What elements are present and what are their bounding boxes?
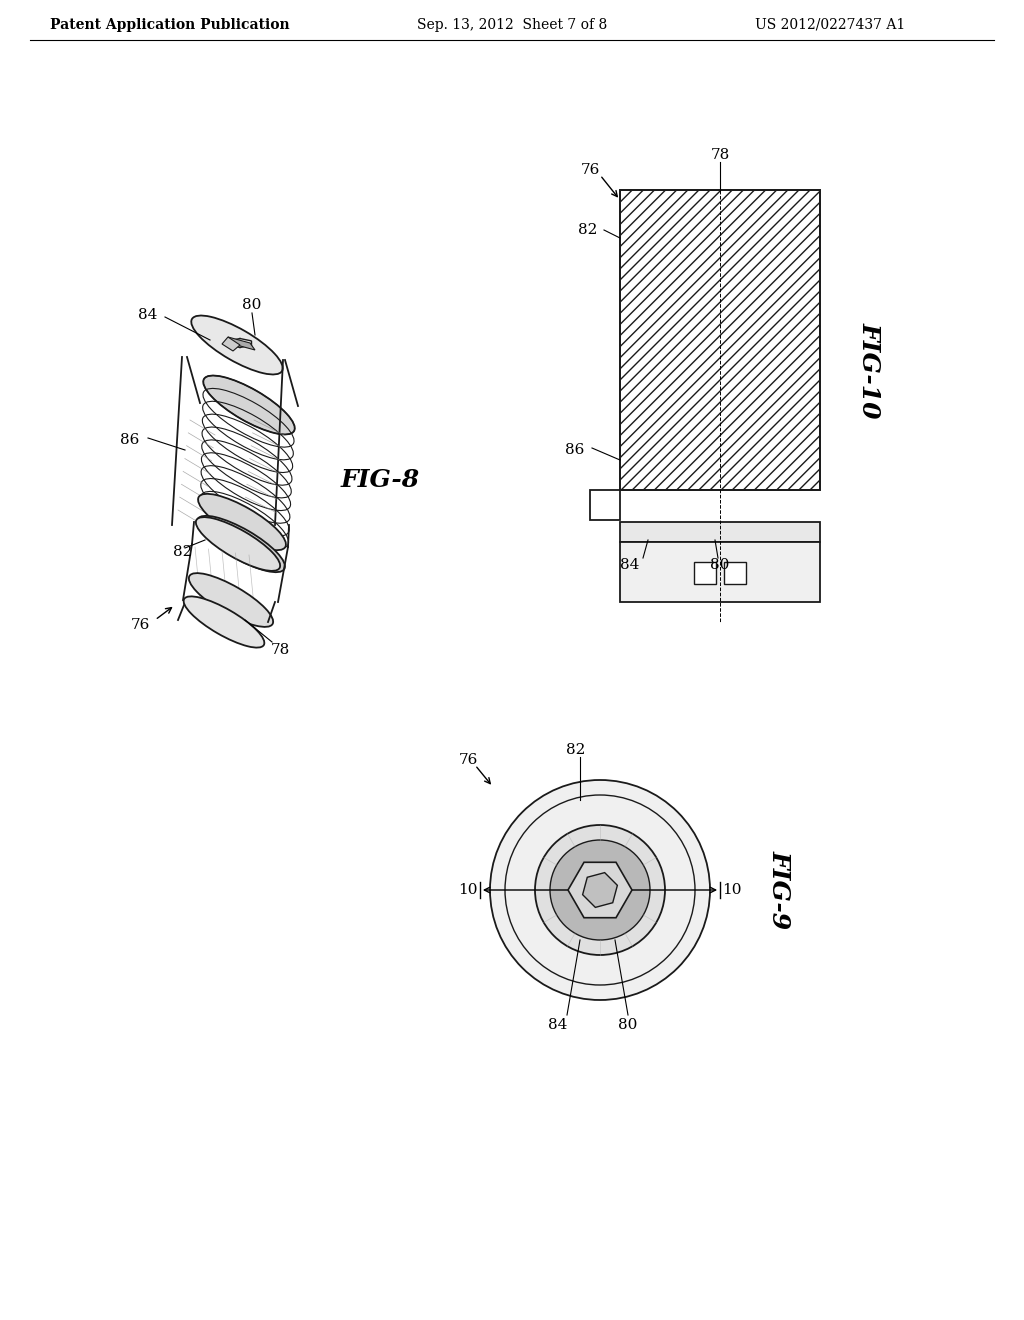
FancyBboxPatch shape <box>724 562 746 583</box>
FancyBboxPatch shape <box>620 543 820 602</box>
Ellipse shape <box>197 516 285 572</box>
Text: 80: 80 <box>243 298 262 312</box>
Text: Sep. 13, 2012  Sheet 7 of 8: Sep. 13, 2012 Sheet 7 of 8 <box>417 18 607 32</box>
Text: 76: 76 <box>459 752 477 767</box>
Ellipse shape <box>490 780 710 1001</box>
Text: 86: 86 <box>565 444 585 457</box>
Text: 84: 84 <box>548 1018 567 1032</box>
Text: Patent Application Publication: Patent Application Publication <box>50 18 290 32</box>
Text: FIG-9: FIG-9 <box>768 850 792 929</box>
Ellipse shape <box>550 840 650 940</box>
Text: 82: 82 <box>579 223 598 238</box>
Text: US 2012/0227437 A1: US 2012/0227437 A1 <box>755 18 905 32</box>
FancyBboxPatch shape <box>620 521 820 543</box>
Text: 80: 80 <box>711 558 730 572</box>
FancyBboxPatch shape <box>620 190 820 490</box>
Text: 84: 84 <box>621 558 640 572</box>
Ellipse shape <box>191 315 283 375</box>
Text: 76: 76 <box>581 162 600 177</box>
Text: 82: 82 <box>173 545 193 558</box>
Polygon shape <box>222 337 240 351</box>
Text: FIG-10: FIG-10 <box>858 322 882 418</box>
Polygon shape <box>583 873 617 907</box>
Text: 10: 10 <box>459 883 478 898</box>
Text: 78: 78 <box>711 148 730 162</box>
Ellipse shape <box>196 517 281 570</box>
Ellipse shape <box>198 494 286 550</box>
Text: 86: 86 <box>120 433 139 447</box>
Text: 10: 10 <box>722 883 741 898</box>
FancyBboxPatch shape <box>590 490 620 520</box>
Ellipse shape <box>203 375 295 434</box>
Text: 76: 76 <box>130 618 150 632</box>
Text: 84: 84 <box>138 308 158 322</box>
Polygon shape <box>228 337 255 350</box>
Text: 78: 78 <box>270 643 290 657</box>
Text: FIG-8: FIG-8 <box>340 469 420 492</box>
Ellipse shape <box>535 825 665 954</box>
Ellipse shape <box>183 597 264 648</box>
Polygon shape <box>568 862 632 917</box>
Text: 80: 80 <box>618 1018 638 1032</box>
Ellipse shape <box>188 573 273 627</box>
FancyBboxPatch shape <box>694 562 716 583</box>
Text: 82: 82 <box>566 743 586 756</box>
